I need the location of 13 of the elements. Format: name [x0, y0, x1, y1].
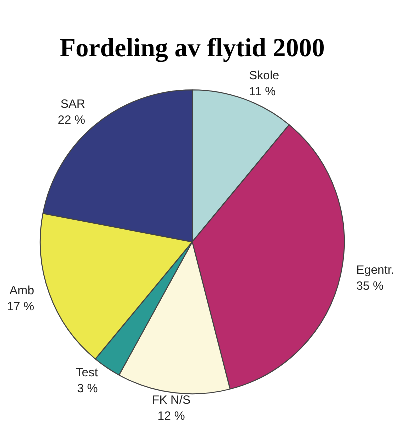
slice-label: FK N/S: [152, 393, 191, 408]
data-label: 22 %: [58, 112, 86, 127]
slice-label: Skole: [249, 68, 280, 82]
slice-label: Test: [76, 365, 99, 380]
data-label: 12 %: [158, 409, 186, 424]
slice-label: Amb: [10, 283, 35, 298]
data-label: 11 %: [249, 84, 276, 98]
data-label: 35 %: [356, 279, 384, 294]
data-label: 3 %: [77, 381, 98, 396]
chart-title: Fordeling av flytid 2000: [60, 33, 326, 62]
slice-label: Egentr.: [356, 263, 394, 278]
data-label: 17 %: [7, 299, 35, 314]
slice-label: SAR: [60, 96, 86, 111]
